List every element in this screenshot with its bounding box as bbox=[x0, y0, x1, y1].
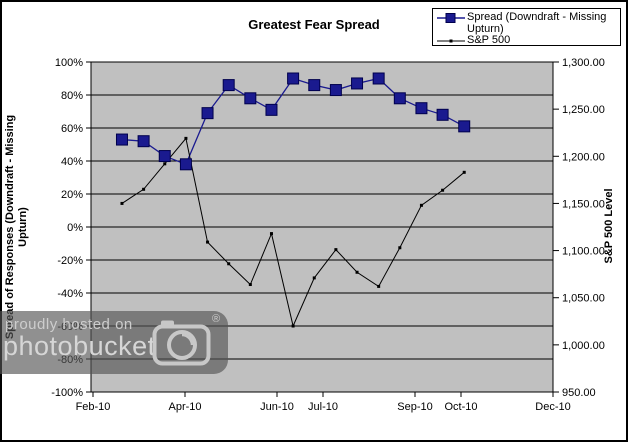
legend-sp500-label: S&P 500 bbox=[467, 34, 511, 46]
left-axis-tick-label: -20% bbox=[57, 255, 83, 267]
spread-marker bbox=[158, 150, 171, 163]
legend-item-sp500: S&P 500 bbox=[437, 34, 618, 50]
right-axis-tick-label: 1,300.00 bbox=[562, 57, 605, 69]
spread-marker bbox=[201, 107, 214, 120]
registered-trademark-icon: ® bbox=[212, 313, 221, 325]
sp500-marker bbox=[227, 262, 231, 266]
x-axis-tick-label: Sep-10 bbox=[397, 401, 432, 413]
spread-marker bbox=[329, 84, 342, 97]
x-axis-tick-label: Dec-10 bbox=[535, 401, 570, 413]
sp500-marker bbox=[334, 248, 338, 252]
right-axis-tick-label: 1,050.00 bbox=[562, 293, 605, 305]
camera-icon bbox=[152, 318, 212, 371]
spread-marker bbox=[308, 79, 321, 92]
sp500-marker bbox=[163, 162, 167, 166]
sp500-marker bbox=[269, 232, 273, 236]
x-axis-tick-label: Feb-10 bbox=[76, 401, 111, 413]
left-axis-tick-label: 20% bbox=[61, 189, 83, 201]
x-axis-tick-label: Jul-10 bbox=[308, 401, 338, 413]
sp500-marker bbox=[248, 283, 252, 287]
spread-marker bbox=[137, 135, 150, 148]
legend-spread-label-line2: Upturn) bbox=[467, 22, 504, 35]
left-axis-tick-label: 40% bbox=[61, 156, 83, 168]
sp500-marker bbox=[398, 246, 402, 250]
sp500-marker bbox=[441, 188, 445, 192]
sp500-marker bbox=[462, 170, 466, 174]
left-axis-tick-label: 0% bbox=[67, 222, 83, 234]
left-axis-tick-label: 60% bbox=[61, 123, 83, 135]
right-axis-tick-label: 1,000.00 bbox=[562, 340, 605, 352]
watermark-text-line1: proudly hosted on bbox=[5, 316, 133, 333]
sp500-marker bbox=[312, 276, 316, 280]
spread-marker bbox=[458, 120, 471, 133]
spread-marker bbox=[115, 133, 128, 146]
sp500-marker bbox=[206, 240, 210, 244]
sp500-marker bbox=[419, 203, 423, 207]
spread-marker bbox=[415, 102, 428, 115]
sp500-marker bbox=[377, 284, 381, 288]
spread-marker bbox=[287, 72, 300, 85]
right-axis-tick-label: 1,100.00 bbox=[562, 246, 605, 258]
spread-marker bbox=[372, 72, 385, 85]
legend-spread-label-line1: Spread (Downdraft - Missing bbox=[467, 11, 607, 23]
x-axis-tick-label: Apr-10 bbox=[168, 401, 201, 413]
left-axis-tick-label: -40% bbox=[57, 288, 83, 300]
sp500-marker bbox=[120, 201, 124, 205]
photobucket-watermark: proudly hosted on photobucket ® bbox=[0, 311, 228, 374]
sp500-marker bbox=[291, 324, 295, 328]
x-axis-tick-label: Oct-10 bbox=[444, 401, 477, 413]
x-axis-tick-label: Jun-10 bbox=[260, 401, 294, 413]
spread-marker bbox=[436, 108, 449, 121]
legend-sp500-marker-icon bbox=[437, 36, 467, 50]
sp500-marker bbox=[142, 187, 146, 191]
spread-marker bbox=[265, 103, 278, 116]
spread-marker bbox=[351, 77, 364, 90]
legend-spread-label: Spread (Downdraft - Missing Upturn) bbox=[467, 11, 618, 35]
sp500-marker bbox=[184, 136, 188, 140]
left-axis-tick-label: 80% bbox=[61, 90, 83, 102]
spread-marker bbox=[222, 79, 235, 92]
legend-spread-marker-icon bbox=[437, 13, 467, 27]
left-axis-tick-label: 100% bbox=[55, 57, 83, 69]
left-axis-tick-label: -100% bbox=[51, 387, 83, 399]
right-axis-tick-label: 950.00 bbox=[562, 387, 596, 399]
spread-marker bbox=[393, 92, 406, 105]
legend-item-spread: Spread (Downdraft - Missing Upturn) bbox=[437, 11, 618, 35]
right-axis-title: S&P 500 Level bbox=[603, 188, 615, 264]
spread-marker bbox=[179, 158, 192, 171]
legend: Spread (Downdraft - Missing Upturn) S&P … bbox=[432, 8, 621, 46]
sp500-marker bbox=[355, 270, 359, 274]
right-axis-tick-label: 1,200.00 bbox=[562, 151, 605, 163]
right-axis-tick-label: 1,150.00 bbox=[562, 198, 605, 210]
spread-marker bbox=[244, 92, 257, 105]
right-axis-tick-label: 1,250.00 bbox=[562, 104, 605, 116]
page-title: Greatest Fear Spread bbox=[248, 17, 380, 32]
watermark-text-line2: photobucket bbox=[3, 331, 156, 361]
